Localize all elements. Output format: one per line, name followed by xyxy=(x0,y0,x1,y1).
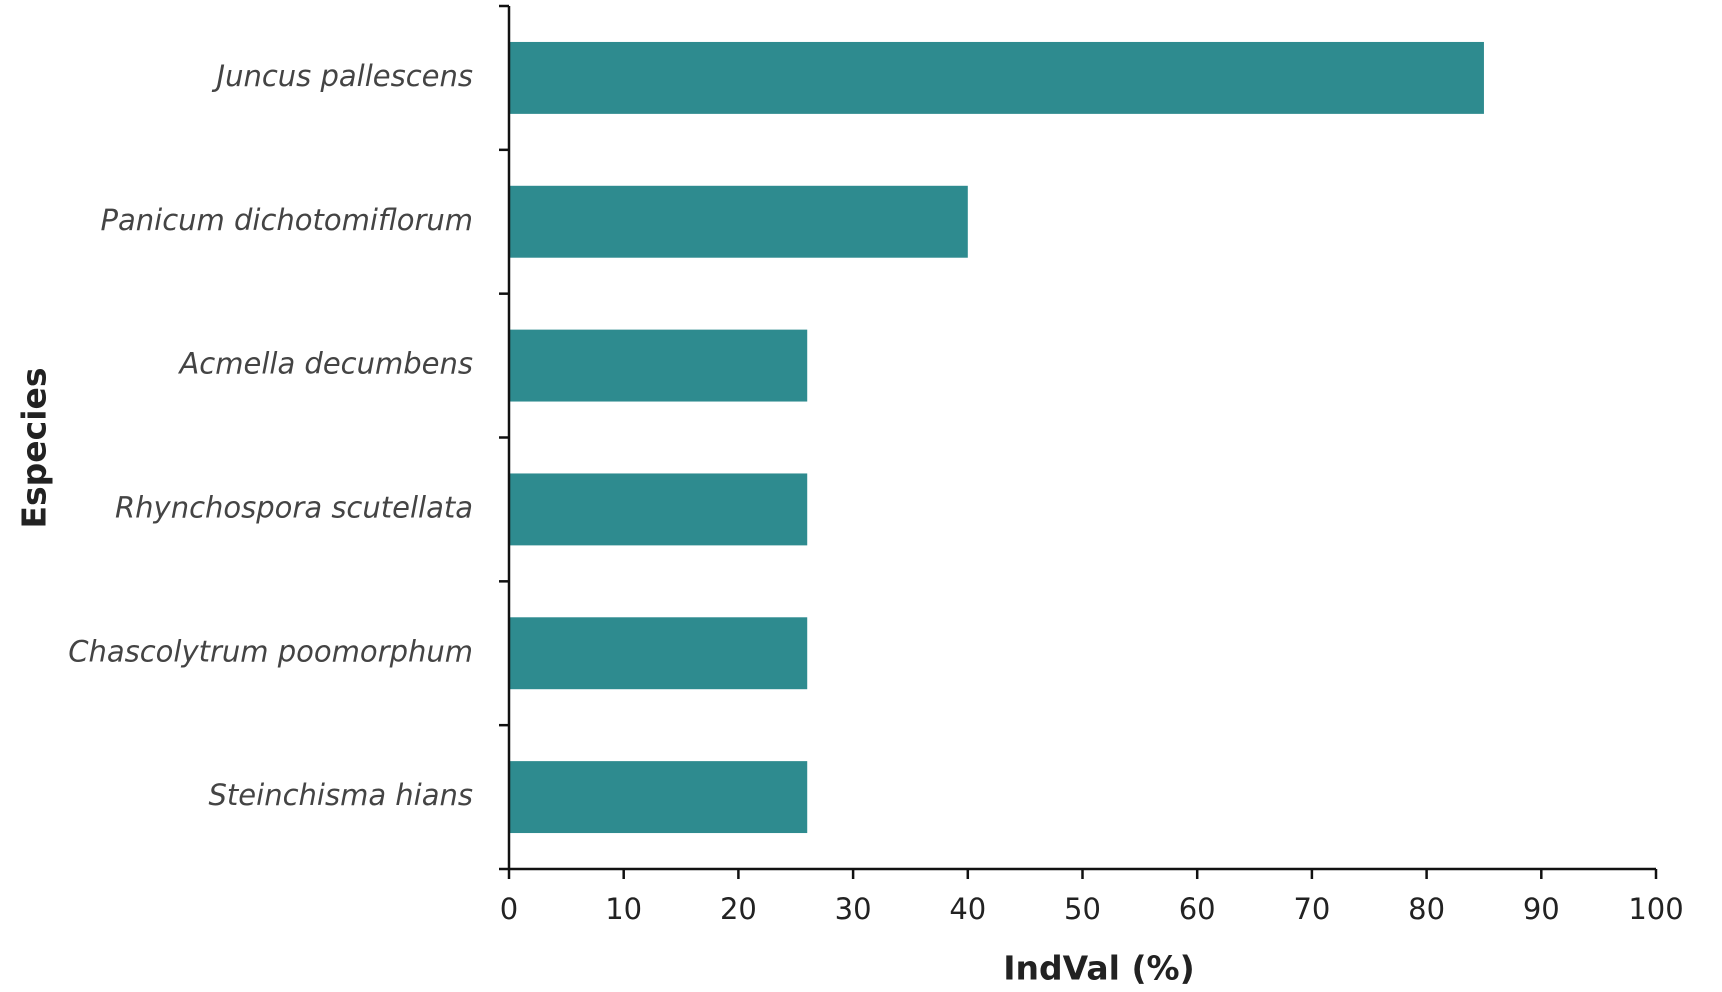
y-tick-label: Juncus pallescens xyxy=(212,59,473,93)
y-tick-label: Chascolytrum poomorphum xyxy=(68,634,473,668)
x-tick-label: 90 xyxy=(1523,892,1560,926)
x-tick-label: 60 xyxy=(1179,892,1216,926)
bar xyxy=(509,761,808,834)
bar xyxy=(509,185,968,258)
y-tick-label: Rhynchospora scutellata xyxy=(115,490,473,524)
x-tick-label: 50 xyxy=(1064,892,1101,926)
y-tick-label: Panicum dichotomiflorum xyxy=(101,203,473,237)
bar xyxy=(509,41,1484,114)
y-tick-label: Steinchisma hians xyxy=(209,778,473,812)
x-tick-label: 40 xyxy=(949,892,986,926)
x-tick-label: 100 xyxy=(1628,892,1683,926)
bar xyxy=(509,473,808,546)
x-tick-label: 70 xyxy=(1293,892,1330,926)
x-tick-label: 30 xyxy=(835,892,872,926)
x-tick-label: 80 xyxy=(1408,892,1445,926)
x-tick-label: 10 xyxy=(605,892,642,926)
bar xyxy=(509,329,808,402)
bar xyxy=(509,617,808,690)
x-axis-title: IndVal (%) xyxy=(1003,949,1194,988)
y-tick-label: Acmella decumbens xyxy=(177,347,473,381)
x-tick-label: 0 xyxy=(500,892,518,926)
x-tick-label: 20 xyxy=(720,892,757,926)
y-axis-title: Especies xyxy=(15,367,54,528)
